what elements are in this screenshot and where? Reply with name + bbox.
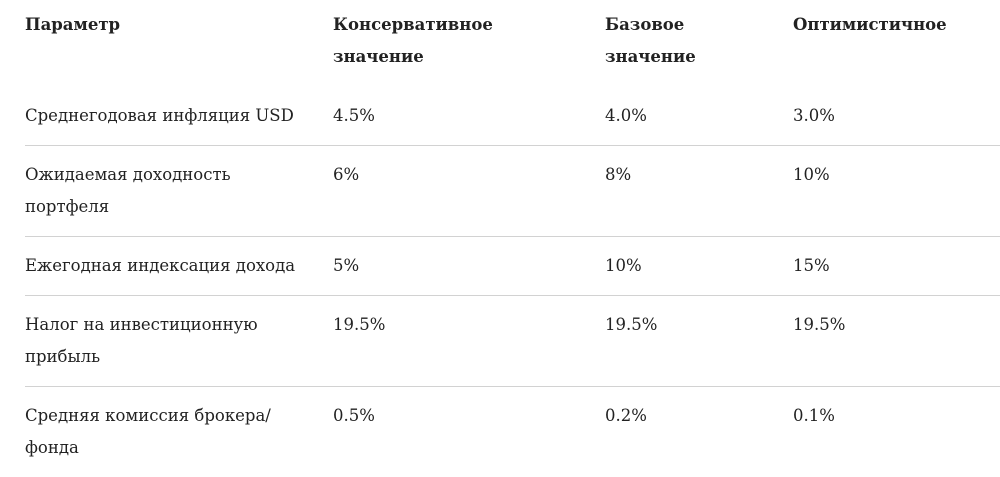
table-cell: 0.1%: [793, 387, 1000, 477]
table-cell: 4.5%: [333, 87, 605, 146]
table-cell: 5%: [333, 237, 605, 296]
header-cell: Параметр: [25, 0, 333, 87]
table-cell: 10%: [793, 146, 1000, 237]
table-cell: 3.0%: [793, 87, 1000, 146]
table-cell: Ожидаемая доходность портфеля: [25, 146, 333, 237]
table-cell: Ежегодная индексация дохода: [25, 237, 333, 296]
header-cell: Оптимистичное: [793, 0, 1000, 87]
page: {"table": { "header": ["Параметр", "Конс…: [0, 0, 1000, 452]
header-cell: Консервативное значение: [333, 0, 605, 87]
table-cell: 0.5%: [333, 387, 605, 477]
table-cell: 19.5%: [333, 296, 605, 387]
table-cell: 8%: [605, 146, 793, 237]
table-cell: 0.2%: [605, 387, 793, 477]
header-cell: Базовое значение: [605, 0, 793, 87]
table-cell: 15%: [793, 237, 1000, 296]
table-cell: 6%: [333, 146, 605, 237]
table-cell: Налог на инвестиционную прибыль: [25, 296, 333, 387]
table-cell: 19.5%: [793, 296, 1000, 387]
table-cell: 19.5%: [605, 296, 793, 387]
table-cell: 4.0%: [605, 87, 793, 146]
table-cell: 10%: [605, 237, 793, 296]
table-cell: Средняя комиссия брокера/ фонда: [25, 387, 333, 477]
table-cell: Среднегодовая инфляция USD: [25, 87, 333, 146]
